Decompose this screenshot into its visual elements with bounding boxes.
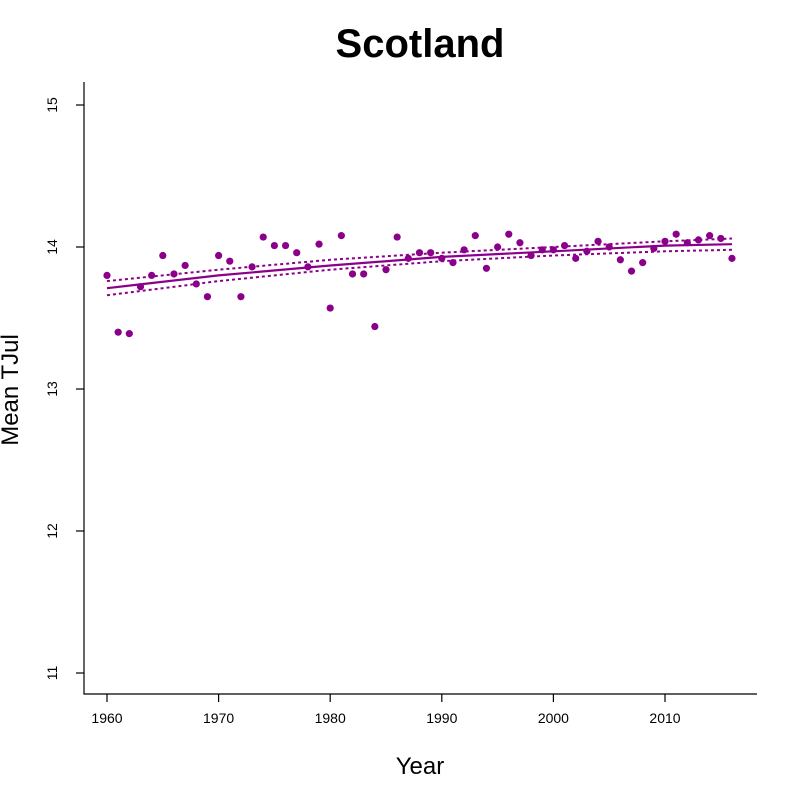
data-point-1978 [304,263,312,271]
data-point-2005 [605,243,613,251]
data-point-1983 [360,270,368,278]
data-point-1987 [404,254,412,262]
data-point-1989 [427,249,435,257]
data-point-1990 [438,254,446,262]
data-point-2010 [661,237,669,245]
data-point-2011 [672,230,680,238]
data-point-2000 [549,246,558,254]
data-point-1991 [449,259,457,267]
x-tick-label-2010: 2010 [649,710,680,726]
data-point-1976 [281,241,290,250]
data-point-2014 [706,232,714,240]
y-tick-label-13: 13 [44,381,60,397]
data-point-1966 [170,270,178,278]
data-point-1986 [393,233,401,241]
data-point-1973 [248,263,256,271]
data-point-1981 [337,232,345,240]
data-point-2004 [594,237,602,245]
data-point-2013 [694,236,703,244]
data-point-1965 [159,251,167,260]
data-point-1993 [471,232,479,240]
data-point-1969 [203,293,212,301]
y-axis: 11 12 13 14 15 [44,97,84,680]
data-point-2015 [717,234,725,243]
data-point-1962 [125,330,133,338]
data-point-1984 [371,322,379,331]
data-point-1999 [538,246,546,254]
x-tick-label-1960: 1960 [91,710,122,726]
y-tick-label-12: 12 [44,523,60,539]
y-tick-label-15: 15 [44,97,60,113]
data-point-1994 [482,264,491,272]
x-tick-label-1990: 1990 [426,710,457,726]
data-point-1977 [293,249,301,257]
plot-frame [83,82,757,695]
data-point-1975 [270,241,278,250]
data-point-2007 [627,267,636,275]
x-tick-label-1980: 1980 [315,710,346,726]
x-tick-label-1970: 1970 [203,710,234,726]
x-axis-label: Year [396,753,445,780]
data-point-1974 [259,233,267,241]
data-point-1996 [505,230,513,238]
chart-title: Scotland [336,22,505,66]
data-point-1963 [136,283,145,291]
data-point-1982 [348,270,357,278]
data-point-1968 [192,280,200,288]
data-point-2008 [639,259,647,267]
data-point-1964 [148,271,156,279]
data-point-1980 [326,304,334,312]
data-point-1960 [103,271,111,279]
data-point-2003 [583,247,591,255]
data-point-1979 [315,240,323,248]
y-tick-label-11: 11 [44,666,60,681]
data-point-2001 [560,241,569,250]
y-axis-label: Mean TJul [0,334,24,446]
data-point-1985 [382,266,390,274]
data-point-1997 [516,239,524,247]
data-point-1967 [181,261,189,270]
trend-upper-bound-line [106,237,733,283]
data-point-2002 [572,254,580,262]
data-point-1998 [527,251,535,260]
trend-lower-bound-line [106,248,733,297]
data-point-2016 [728,254,736,262]
data-point-1970 [215,251,223,260]
trend-lines [106,237,733,297]
x-axis: 1960 1970 1980 1990 2000 2010 [91,694,681,726]
data-point-1971 [226,257,234,265]
x-tick-label-2000: 2000 [538,710,569,726]
y-tick-label-14: 14 [44,239,60,255]
data-point-2009 [650,244,658,253]
data-point-1995 [494,243,502,251]
data-point-1988 [415,249,424,257]
data-point-1972 [237,293,245,301]
data-point-1992 [460,246,468,254]
data-point-2012 [683,239,691,247]
data-points [103,230,736,338]
data-point-2006 [616,256,624,264]
data-point-1961 [114,328,122,336]
